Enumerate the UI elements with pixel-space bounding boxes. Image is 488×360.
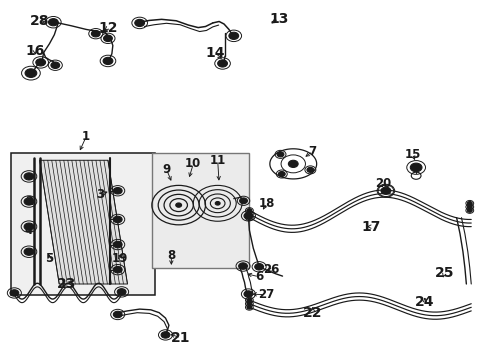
Text: 14: 14 bbox=[205, 46, 224, 60]
Text: 7: 7 bbox=[308, 145, 316, 158]
Text: 24: 24 bbox=[414, 295, 434, 309]
Circle shape bbox=[467, 209, 471, 212]
Circle shape bbox=[103, 57, 113, 64]
Text: 3: 3 bbox=[97, 188, 104, 201]
Circle shape bbox=[24, 173, 34, 180]
Text: 15: 15 bbox=[404, 148, 420, 161]
Circle shape bbox=[380, 187, 390, 194]
Circle shape bbox=[48, 19, 58, 26]
Circle shape bbox=[117, 289, 126, 295]
Polygon shape bbox=[40, 160, 127, 284]
Text: 1: 1 bbox=[82, 130, 90, 144]
Text: 23: 23 bbox=[57, 277, 76, 291]
Text: 20: 20 bbox=[375, 177, 391, 190]
Circle shape bbox=[244, 291, 252, 297]
Circle shape bbox=[103, 35, 112, 41]
Circle shape bbox=[246, 216, 251, 220]
Circle shape bbox=[217, 60, 227, 67]
Circle shape bbox=[113, 241, 122, 248]
Circle shape bbox=[467, 202, 471, 205]
Text: 27: 27 bbox=[258, 288, 274, 301]
Text: 12: 12 bbox=[98, 21, 118, 35]
Circle shape bbox=[175, 203, 181, 207]
Circle shape bbox=[409, 163, 421, 172]
Circle shape bbox=[10, 290, 19, 296]
Circle shape bbox=[238, 263, 247, 269]
Text: 21: 21 bbox=[171, 331, 190, 345]
Text: 25: 25 bbox=[434, 266, 453, 280]
Bar bbox=[11, 153, 155, 295]
Circle shape bbox=[467, 205, 471, 209]
Text: 9: 9 bbox=[162, 163, 170, 176]
Text: 4: 4 bbox=[25, 224, 33, 237]
Circle shape bbox=[246, 298, 251, 302]
Circle shape bbox=[24, 248, 34, 255]
Text: 8: 8 bbox=[167, 249, 175, 262]
Text: 28: 28 bbox=[30, 14, 49, 28]
Circle shape bbox=[51, 62, 60, 68]
Circle shape bbox=[25, 69, 37, 77]
Circle shape bbox=[135, 19, 144, 27]
Bar bbox=[152, 153, 249, 268]
Circle shape bbox=[254, 264, 263, 270]
Circle shape bbox=[246, 212, 251, 216]
Text: 17: 17 bbox=[361, 220, 380, 234]
Circle shape bbox=[246, 209, 251, 212]
Text: 2: 2 bbox=[25, 195, 33, 208]
Text: 6: 6 bbox=[254, 270, 263, 283]
Circle shape bbox=[306, 167, 313, 172]
Circle shape bbox=[288, 160, 298, 167]
Text: 26: 26 bbox=[263, 263, 279, 276]
Text: 19: 19 bbox=[112, 252, 128, 265]
Text: 18: 18 bbox=[258, 197, 274, 210]
Text: 10: 10 bbox=[185, 157, 201, 170]
Text: 11: 11 bbox=[209, 154, 225, 167]
Circle shape bbox=[246, 306, 251, 309]
Circle shape bbox=[239, 198, 247, 204]
Circle shape bbox=[246, 302, 251, 306]
Circle shape bbox=[91, 31, 100, 37]
Circle shape bbox=[228, 32, 238, 40]
Circle shape bbox=[244, 213, 252, 219]
Circle shape bbox=[113, 311, 122, 318]
Circle shape bbox=[24, 198, 34, 205]
Text: 13: 13 bbox=[268, 12, 288, 26]
Circle shape bbox=[24, 223, 34, 230]
Circle shape bbox=[161, 332, 169, 338]
Text: 5: 5 bbox=[45, 252, 54, 265]
Circle shape bbox=[113, 188, 122, 194]
Circle shape bbox=[215, 202, 220, 205]
Text: 22: 22 bbox=[303, 306, 322, 320]
Circle shape bbox=[113, 266, 122, 273]
Circle shape bbox=[277, 152, 284, 157]
Circle shape bbox=[278, 171, 285, 176]
Circle shape bbox=[113, 216, 122, 223]
Circle shape bbox=[36, 59, 45, 66]
Text: 16: 16 bbox=[25, 44, 44, 58]
